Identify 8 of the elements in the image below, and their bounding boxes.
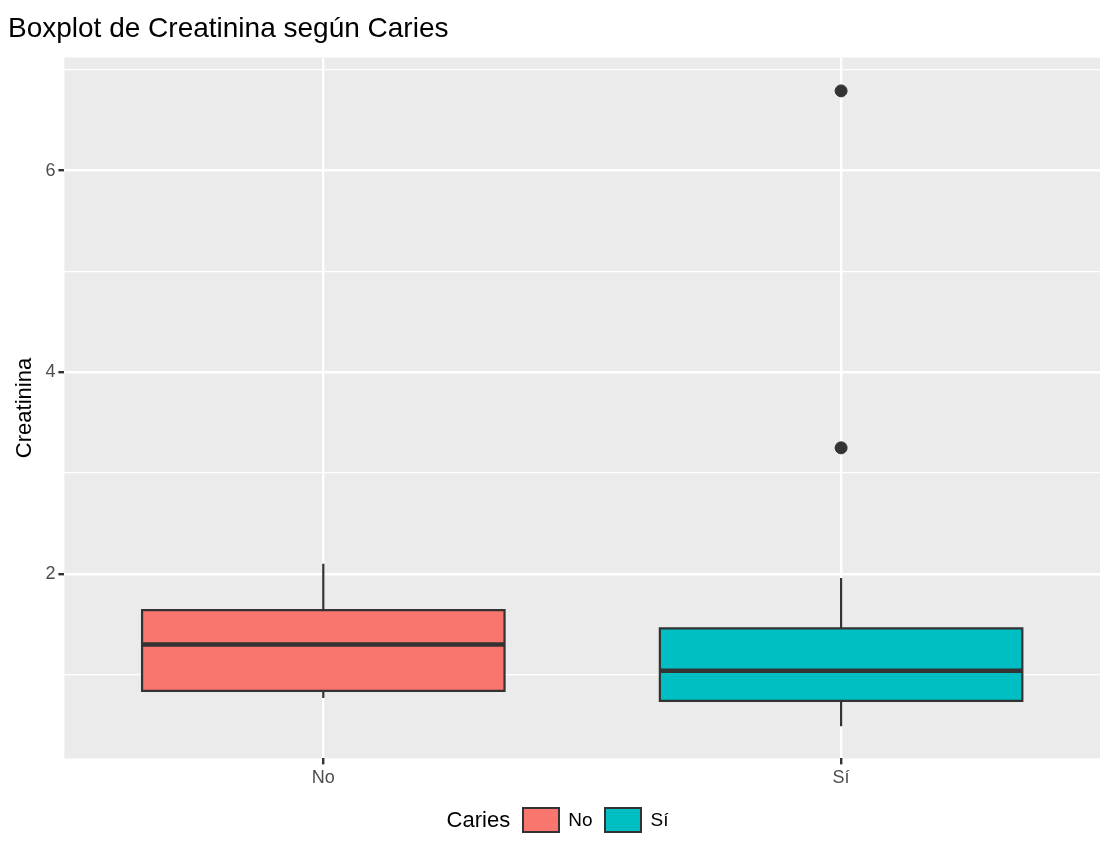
legend-title: Caries	[446, 807, 511, 833]
y-tick-label: 2	[45, 562, 56, 583]
y-axis-title: Creatinina	[11, 357, 37, 459]
y-tick-label: 6	[45, 159, 56, 180]
legend-label: No	[568, 809, 593, 831]
legend-label: Sí	[650, 809, 669, 831]
chart-title: Boxplot de Creatinina según Caries	[8, 11, 449, 43]
y-tick-label: 4	[45, 361, 56, 382]
